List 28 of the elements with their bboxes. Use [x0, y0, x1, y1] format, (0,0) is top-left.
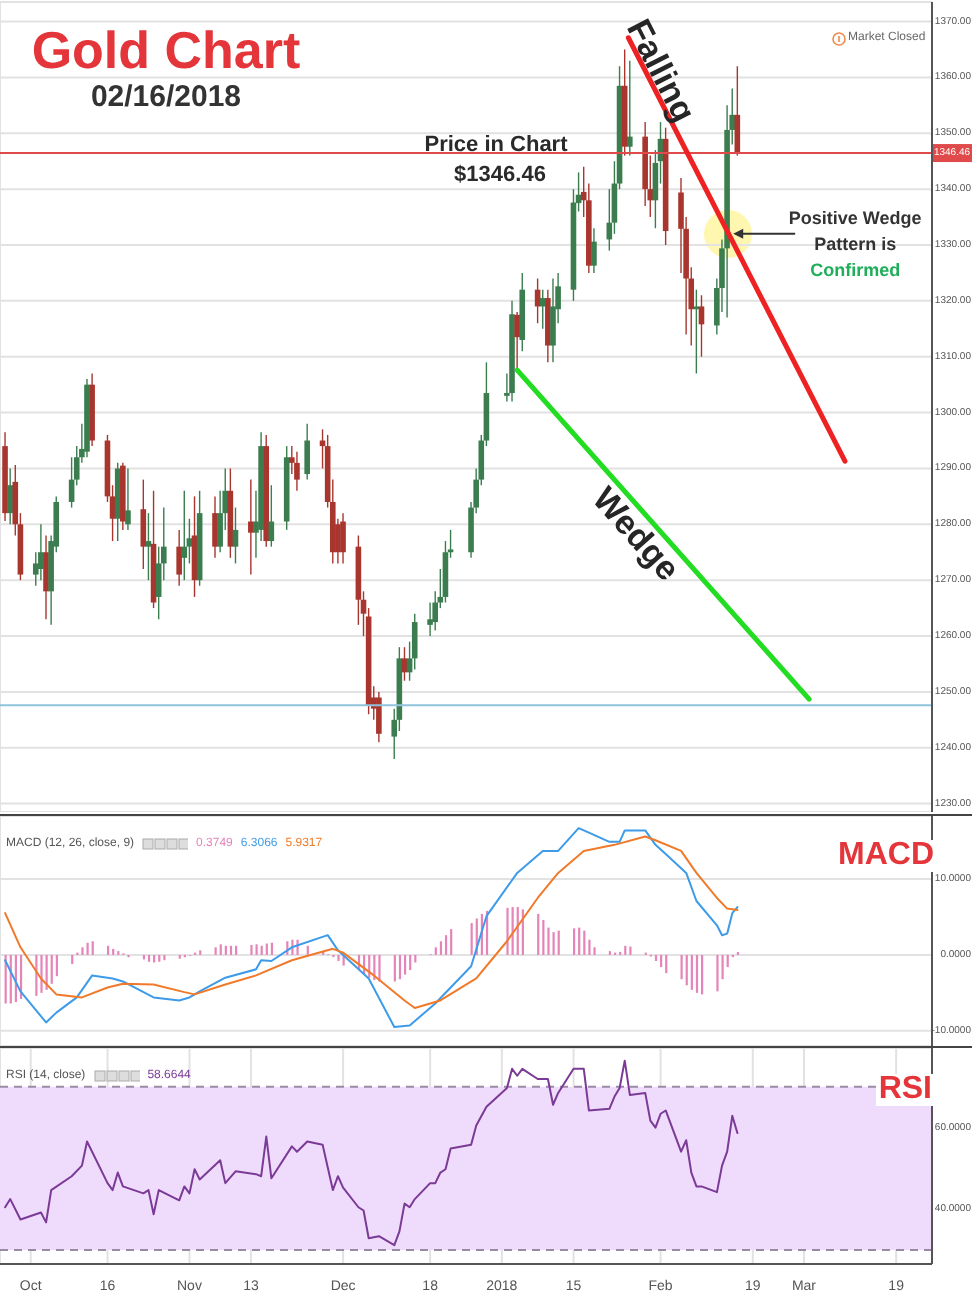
- candlestick: [212, 495, 218, 559]
- candlestick: [191, 495, 198, 598]
- candlestick: [145, 512, 152, 581]
- candlestick: [176, 529, 182, 587]
- annotation: Positive Wedge Pattern is Confirmed: [788, 207, 922, 280]
- candlestick: [698, 294, 705, 358]
- candlestick: [125, 467, 131, 531]
- candlestick: [545, 288, 551, 364]
- chart-title: Gold Chart: [29, 20, 303, 80]
- candlestick: [340, 512, 346, 565]
- text: RSI: [876, 1072, 934, 1106]
- candlestick: [401, 646, 408, 682]
- candlestick: [232, 506, 239, 565]
- text: 02/16/2018: [88, 80, 244, 114]
- candlestick: [38, 523, 44, 581]
- candlestick: [376, 691, 382, 743]
- candlestick: [693, 288, 700, 375]
- candlestick: [7, 467, 13, 526]
- candlestick: [591, 227, 597, 274]
- candlestick: [304, 423, 310, 481]
- text: MACD: [836, 838, 936, 872]
- annotation: Price in Chart: [424, 133, 568, 157]
- candlestick: [140, 478, 147, 570]
- line-series: [4, 1059, 739, 1247]
- annotation: $1346.46: [454, 163, 546, 187]
- candlestick: [550, 277, 556, 364]
- candlestick: [294, 450, 300, 492]
- candlestick: [181, 490, 188, 581]
